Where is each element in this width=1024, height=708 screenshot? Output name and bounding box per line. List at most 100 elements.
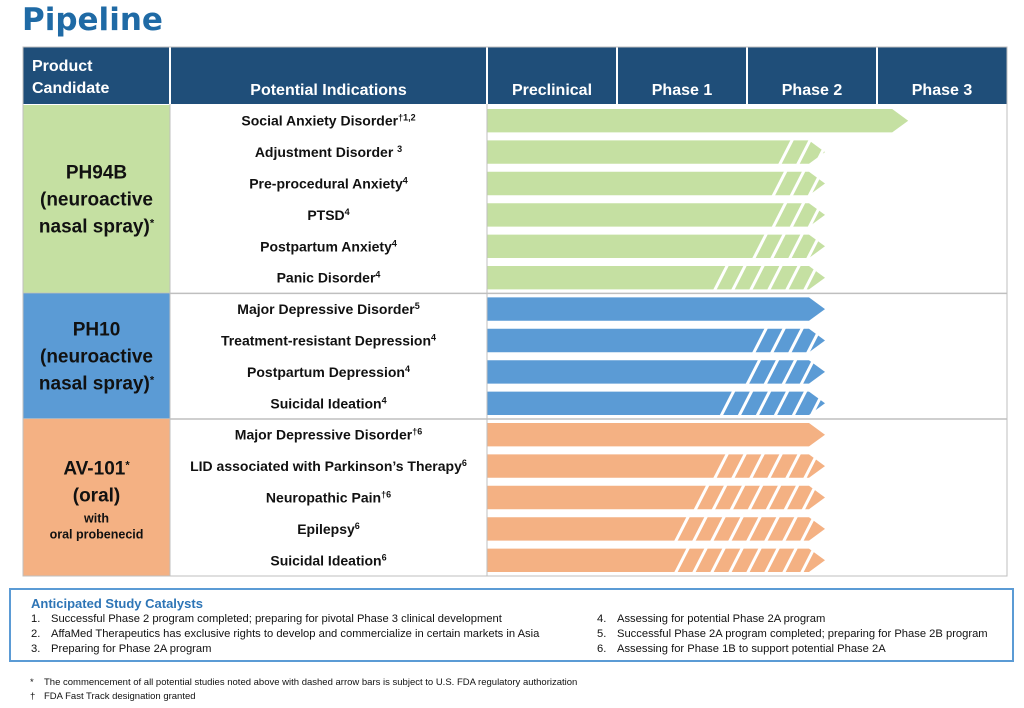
dashed-slash <box>767 264 783 292</box>
footnote: † FDA Fast Track designation granted <box>30 691 196 702</box>
dashed-slash <box>713 264 729 292</box>
dashed-slash <box>785 264 801 292</box>
candidate-name: (neuroactive <box>40 190 153 211</box>
dashed-slash <box>693 484 710 511</box>
candidate-name: PH10 <box>73 320 121 341</box>
dashed-slash <box>773 389 790 417</box>
dashed-slash <box>771 170 788 197</box>
dashed-slash <box>800 515 816 543</box>
progress-arrow <box>487 328 825 353</box>
header-phase-label: Preclinical <box>512 82 592 99</box>
dashed-slash <box>803 452 819 480</box>
progress-arrow <box>487 423 825 447</box>
catalysts-title: Anticipated Study Catalysts <box>31 596 203 611</box>
dashed-slash <box>674 546 690 574</box>
indication-label: PTSD4 <box>307 207 349 223</box>
dashed-slash <box>791 389 808 417</box>
indication-label: Suicidal Ideation6 <box>270 552 386 568</box>
progress-arrow <box>487 517 825 541</box>
dashed-slash <box>788 327 804 354</box>
dashed-slash <box>752 232 768 260</box>
catalyst-item: 5. Successful Phase 2A program completed;… <box>597 628 988 640</box>
dashed-slash <box>785 452 801 480</box>
indication-label: LID associated with Parkinson’s Therapy6 <box>190 458 467 474</box>
header-phase-label: Phase 3 <box>912 82 973 99</box>
dashed-slash <box>728 515 744 543</box>
indication-label: Postpartum Depression4 <box>247 364 410 380</box>
catalyst-item: 2. AffaMed Therapeutics has exclusive rig… <box>31 628 540 640</box>
dashed-slash <box>814 138 830 166</box>
indication-label: Neuropathic Pain†6 <box>266 490 391 506</box>
candidate-name: AV-101* <box>63 459 130 480</box>
catalyst-item: 6. Assessing for Phase 1B to support pote… <box>597 643 886 655</box>
dashed-slash <box>713 452 729 480</box>
dashed-slash <box>782 546 798 574</box>
candidate-name: (oral) <box>73 486 121 507</box>
catalysts-list-right: 4. Assessing for potential Phase 2A progr… <box>597 612 988 657</box>
dashed-slash <box>800 546 816 574</box>
header-product-label: Candidate <box>32 80 109 97</box>
candidate-note: oral probenecid <box>50 528 144 542</box>
candidate-cell <box>23 105 170 294</box>
dashed-slash <box>763 358 780 386</box>
dashed-slash <box>747 484 764 511</box>
candidate-name: nasal spray)* <box>39 217 155 238</box>
dashed-slash <box>755 389 772 417</box>
dashed-slash <box>719 389 736 417</box>
dashed-slash <box>737 389 754 417</box>
dashed-slash <box>781 358 798 386</box>
catalyst-item: 4. Assessing for potential Phase 2A progr… <box>597 613 826 625</box>
indication-label: Major Depressive Disorder†6 <box>235 427 422 443</box>
progress-arrow <box>487 140 825 164</box>
catalysts-list-left: 1. Successful Phase 2 program completed; … <box>31 612 539 657</box>
header-phase-label: Phase 1 <box>652 82 713 99</box>
dashed-slash <box>806 232 822 260</box>
pipeline-chart: Product Candidate Potential Indications Pre… <box>22 46 1008 577</box>
dashed-slash <box>749 264 765 292</box>
dashed-slash <box>803 264 819 292</box>
footnotes: * The commencement of all potential studi… <box>30 676 577 704</box>
indication-label: Suicidal Ideation4 <box>270 395 386 411</box>
dashed-slash <box>729 484 746 511</box>
indication-label: Treatment-resistant Depression4 <box>221 333 436 349</box>
candidate-note: with <box>83 512 109 526</box>
indication-label: Major Depressive Disorder5 <box>237 301 419 317</box>
dashed-slash <box>767 452 783 480</box>
dashed-slash <box>783 484 800 511</box>
dashed-slash <box>809 389 826 417</box>
indication-label: Adjustment Disorder 3 <box>255 144 402 160</box>
dashed-slash <box>674 515 690 543</box>
progress-arrow <box>487 203 825 227</box>
progress-arrow <box>487 171 825 196</box>
footnote: * The commencement of all potential studi… <box>30 677 578 688</box>
progress-arrow <box>487 234 825 258</box>
dashed-slash <box>752 327 768 354</box>
header-bar <box>23 47 1007 104</box>
dashed-slash <box>778 138 794 166</box>
header-indications-label: Potential Indications <box>250 82 407 99</box>
indication-label: Epilepsy6 <box>297 521 360 537</box>
dashed-slash <box>796 138 812 166</box>
progress-arrow <box>487 109 909 133</box>
catalysts-box: Anticipated Study Catalysts 1. Successful… <box>9 588 1014 662</box>
page-title: Pipeline <box>22 2 163 38</box>
candidate-name: nasal spray)* <box>39 374 155 395</box>
dashed-slash <box>789 170 806 197</box>
dashed-slash <box>711 484 728 511</box>
dashed-slash <box>710 546 726 574</box>
dashed-slash <box>731 264 747 292</box>
dashed-slash <box>728 546 744 574</box>
indication-label: Social Anxiety Disorder†1,2 <box>241 113 415 129</box>
dashed-slash <box>807 201 824 229</box>
dashed-slash <box>770 232 786 260</box>
candidate-cell <box>23 293 170 419</box>
dashed-slash <box>799 358 816 386</box>
catalyst-item: 3. Preparing for Phase 2A program <box>31 643 212 655</box>
dashed-slash <box>692 546 708 574</box>
dashed-slash <box>692 515 708 543</box>
progress-arrow <box>487 391 825 415</box>
catalyst-item: 1. Successful Phase 2 program completed; … <box>31 613 502 625</box>
dashed-slash <box>749 452 765 480</box>
dashed-slash <box>746 515 762 543</box>
indication-label: Panic Disorder4 <box>277 270 381 286</box>
